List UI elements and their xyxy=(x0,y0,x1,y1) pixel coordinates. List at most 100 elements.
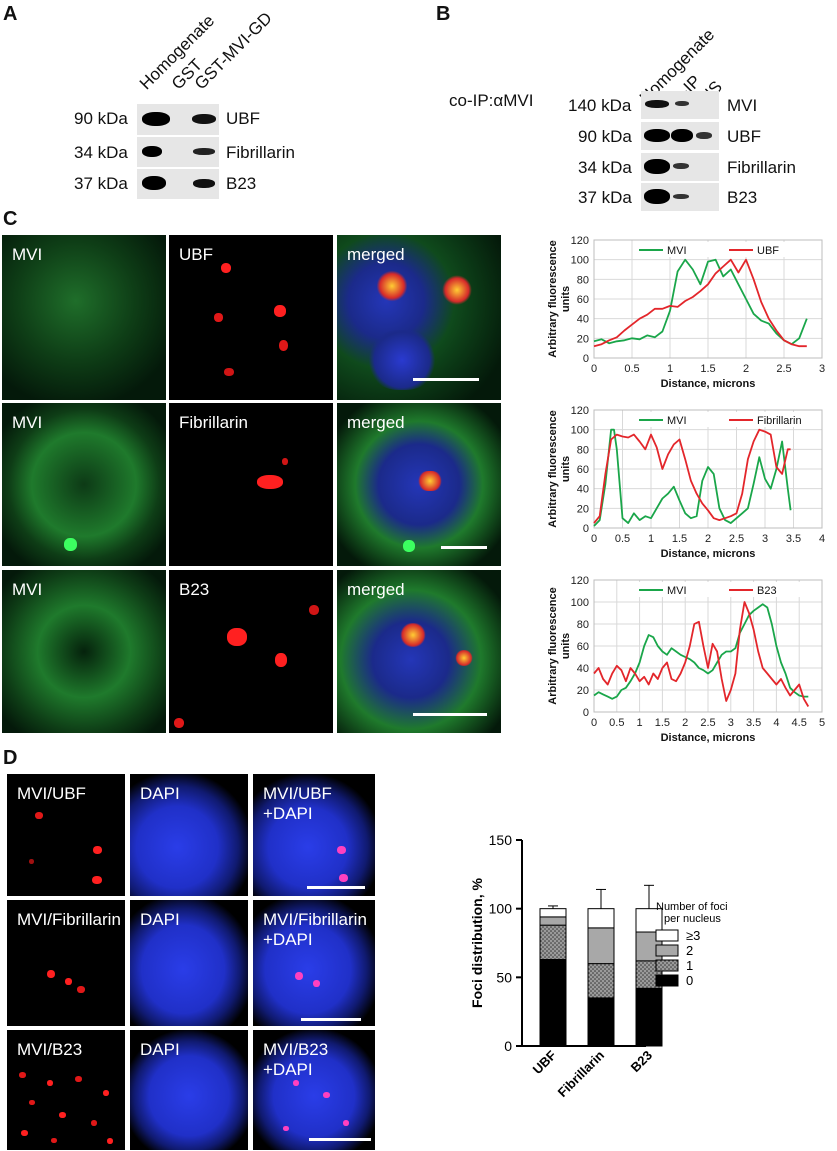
x-tick-label: 3 xyxy=(728,717,734,729)
bar-segment xyxy=(635,987,663,1047)
x-tick-label: 2.5 xyxy=(700,717,715,729)
panel-b-letter: B xyxy=(436,3,451,25)
y-axis-label: Arbitrary fluorescenceunits xyxy=(547,587,572,704)
legend-swatch xyxy=(655,959,679,972)
legend-swatch xyxy=(655,929,679,942)
bar-segment xyxy=(539,916,567,926)
micrograph-mvi-ubf-dapi: MVI/UBF +DAPI xyxy=(253,774,375,896)
x-tick-label: 2 xyxy=(682,717,688,729)
y-tick-label: 40 xyxy=(577,663,589,675)
legend-bg xyxy=(725,412,809,427)
panel-a-kda: 90 kDa xyxy=(74,109,128,128)
bar-segment xyxy=(587,997,615,1047)
panel-b-title: co-IP:αMVI xyxy=(449,91,534,110)
y-tick-label: 20 xyxy=(577,333,589,345)
y-tick-label: 0 xyxy=(583,353,589,365)
x-tick-label: 5 xyxy=(819,717,825,729)
panel-b-blot-ubf xyxy=(641,122,719,150)
panel-b-protein: UBF xyxy=(727,127,761,146)
micrograph-label: MVI/Fibrillarin xyxy=(17,910,121,929)
x-tick-label: 1 xyxy=(637,717,643,729)
series-line-mvi xyxy=(593,428,792,527)
micrograph-label: MVI/Fibrillarin +DAPI xyxy=(263,910,367,949)
micrograph-b23: B23 xyxy=(169,570,333,733)
micrograph-mvi: MVI xyxy=(2,235,166,400)
panel-b-blot-fibrillarin xyxy=(641,153,719,181)
category-label: UBF xyxy=(530,1047,560,1077)
y-tick-label: 100 xyxy=(489,901,513,917)
plot-frame xyxy=(593,579,823,713)
y-axis-label: Foci distribution, % xyxy=(469,878,485,1008)
x-tick-label: 0 xyxy=(591,533,597,545)
y-tick-label: 40 xyxy=(577,484,589,496)
micrograph-merged: merged xyxy=(337,235,501,400)
micrograph-mvi-fibrillarin: MVI/Fibrillarin xyxy=(7,900,125,1026)
y-tick-label: 0 xyxy=(504,1038,512,1054)
y-tick-label: 60 xyxy=(577,641,589,653)
bar-segment xyxy=(587,927,615,965)
x-tick-label: 2.5 xyxy=(776,363,791,375)
legend-label: 2 xyxy=(686,943,693,958)
micrograph-label: MVI xyxy=(12,413,43,432)
plot-frame xyxy=(593,239,823,359)
x-tick-label: 3 xyxy=(819,363,825,375)
micrograph-ubf: UBF xyxy=(169,235,333,400)
micrograph-mvi-b23-dapi: MVI/B23 +DAPI xyxy=(253,1030,375,1150)
x-tick-label: 0.5 xyxy=(624,363,639,375)
micrograph-mvi-b23: MVI/B23 xyxy=(7,1030,125,1150)
micrograph-label: DAPI xyxy=(140,910,180,929)
panel-a-blot-ubf xyxy=(137,104,219,135)
panel-a-protein: B23 xyxy=(226,174,257,193)
micrograph-label: merged xyxy=(347,245,405,264)
x-tick-label: 0.5 xyxy=(615,533,630,545)
y-tick-label: 120 xyxy=(571,575,589,587)
x-tick-label: 2 xyxy=(743,363,749,375)
y-axis-label: Arbitrary fluorescenceunits xyxy=(547,240,572,357)
scale-bar xyxy=(309,1138,371,1141)
panel-b-protein: MVI xyxy=(727,96,758,115)
micrograph-mvi: MVI xyxy=(2,570,166,733)
y-tick-label: 60 xyxy=(577,464,589,476)
panel-a-protein: UBF xyxy=(226,109,260,128)
x-tick-label: 0 xyxy=(591,717,597,729)
x-tick-label: 3.5 xyxy=(786,533,801,545)
y-tick-label: 20 xyxy=(577,685,589,697)
panel-b-kda: 34 kDa xyxy=(578,158,632,177)
micrograph-label: merged xyxy=(347,580,405,599)
scale-bar xyxy=(413,713,487,716)
micrograph-dapi: DAPI xyxy=(130,900,248,1026)
stacked-bar-chart: 0 50 100 150 Foci distribution, % UBFFibrilla… xyxy=(469,832,728,1100)
x-axis-label: Distance, microns xyxy=(661,378,756,390)
y-tick-label: 0 xyxy=(583,523,589,535)
legend-swatch xyxy=(655,944,679,957)
y-tick-label: 60 xyxy=(577,294,589,306)
y-tick-label: 80 xyxy=(577,444,589,456)
panel-b-kda: 90 kDa xyxy=(578,127,632,146)
panel-a-blot-b23 xyxy=(137,169,219,199)
y-tick-label: 100 xyxy=(571,255,589,267)
line-chart-b23: 0 20 40 60 80 100 120 0 0.5 1 1.5 2 2.5 3 3.5 4 4.5 5 Dist… xyxy=(547,575,825,744)
series-line-ubf xyxy=(593,258,807,348)
x-tick-label: 4.5 xyxy=(792,717,807,729)
micrograph-label: MVI xyxy=(12,245,43,264)
y-tick-label: 80 xyxy=(577,274,589,286)
micrograph-label: MVI/B23 +DAPI xyxy=(263,1040,329,1079)
x-tick-label: 1 xyxy=(648,533,654,545)
x-tick-label: 4 xyxy=(773,717,779,729)
legend-title: per nucleus xyxy=(664,913,721,925)
y-axis-label: Arbitrary fluorescenceunits xyxy=(547,410,572,527)
y-tick-label: 50 xyxy=(496,969,512,985)
micrograph-mvi-ubf: MVI/UBF xyxy=(7,774,125,896)
micrograph-merged: merged xyxy=(337,403,501,566)
micrograph-label: MVI/UBF xyxy=(17,784,86,803)
line-chart-fibrillarin: 0 20 40 60 80 100 120 0 0.5 1 1.5 2 2.5 3 3.5 4 Distance… xyxy=(547,405,825,560)
x-tick-label: 1.5 xyxy=(700,363,715,375)
y-tick-label: 100 xyxy=(571,425,589,437)
series-line-mvi xyxy=(593,603,809,700)
legend-bg xyxy=(635,242,719,257)
legend-label: B23 xyxy=(757,585,777,597)
bar-segment xyxy=(539,908,567,918)
x-tick-label: 2 xyxy=(705,533,711,545)
x-tick-label: 4 xyxy=(819,533,825,545)
micrograph-label: MVI xyxy=(12,580,43,599)
